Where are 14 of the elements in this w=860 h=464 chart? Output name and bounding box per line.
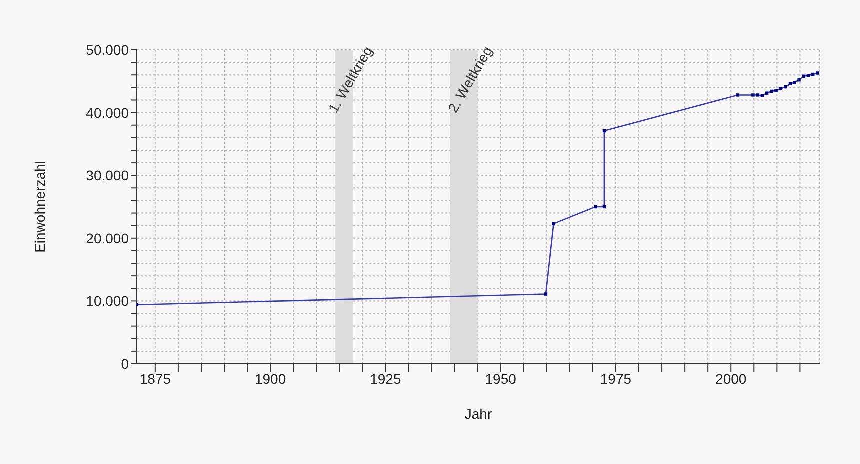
x-tick-label: 1900 [254, 370, 286, 387]
x-tick-label: 1950 [485, 370, 517, 387]
y-tick-label: 30.000 [86, 168, 130, 184]
y-tick-label: 50.000 [86, 42, 130, 58]
x-tick-label: 1925 [370, 370, 402, 387]
x-tick-label: 2000 [716, 370, 747, 387]
y-tick-label: 0 [121, 356, 130, 372]
y-tick-label: 40.000 [86, 104, 130, 121]
y-tick-label: 10.000 [86, 293, 130, 310]
y-axis-title: Einwohnerzahl [32, 161, 48, 253]
x-tick-label: 1975 [600, 370, 632, 387]
x-tick-label: 1875 [140, 370, 172, 387]
x-axis-title: Jahr [464, 406, 492, 422]
y-tick-label: 20.000 [86, 230, 130, 246]
